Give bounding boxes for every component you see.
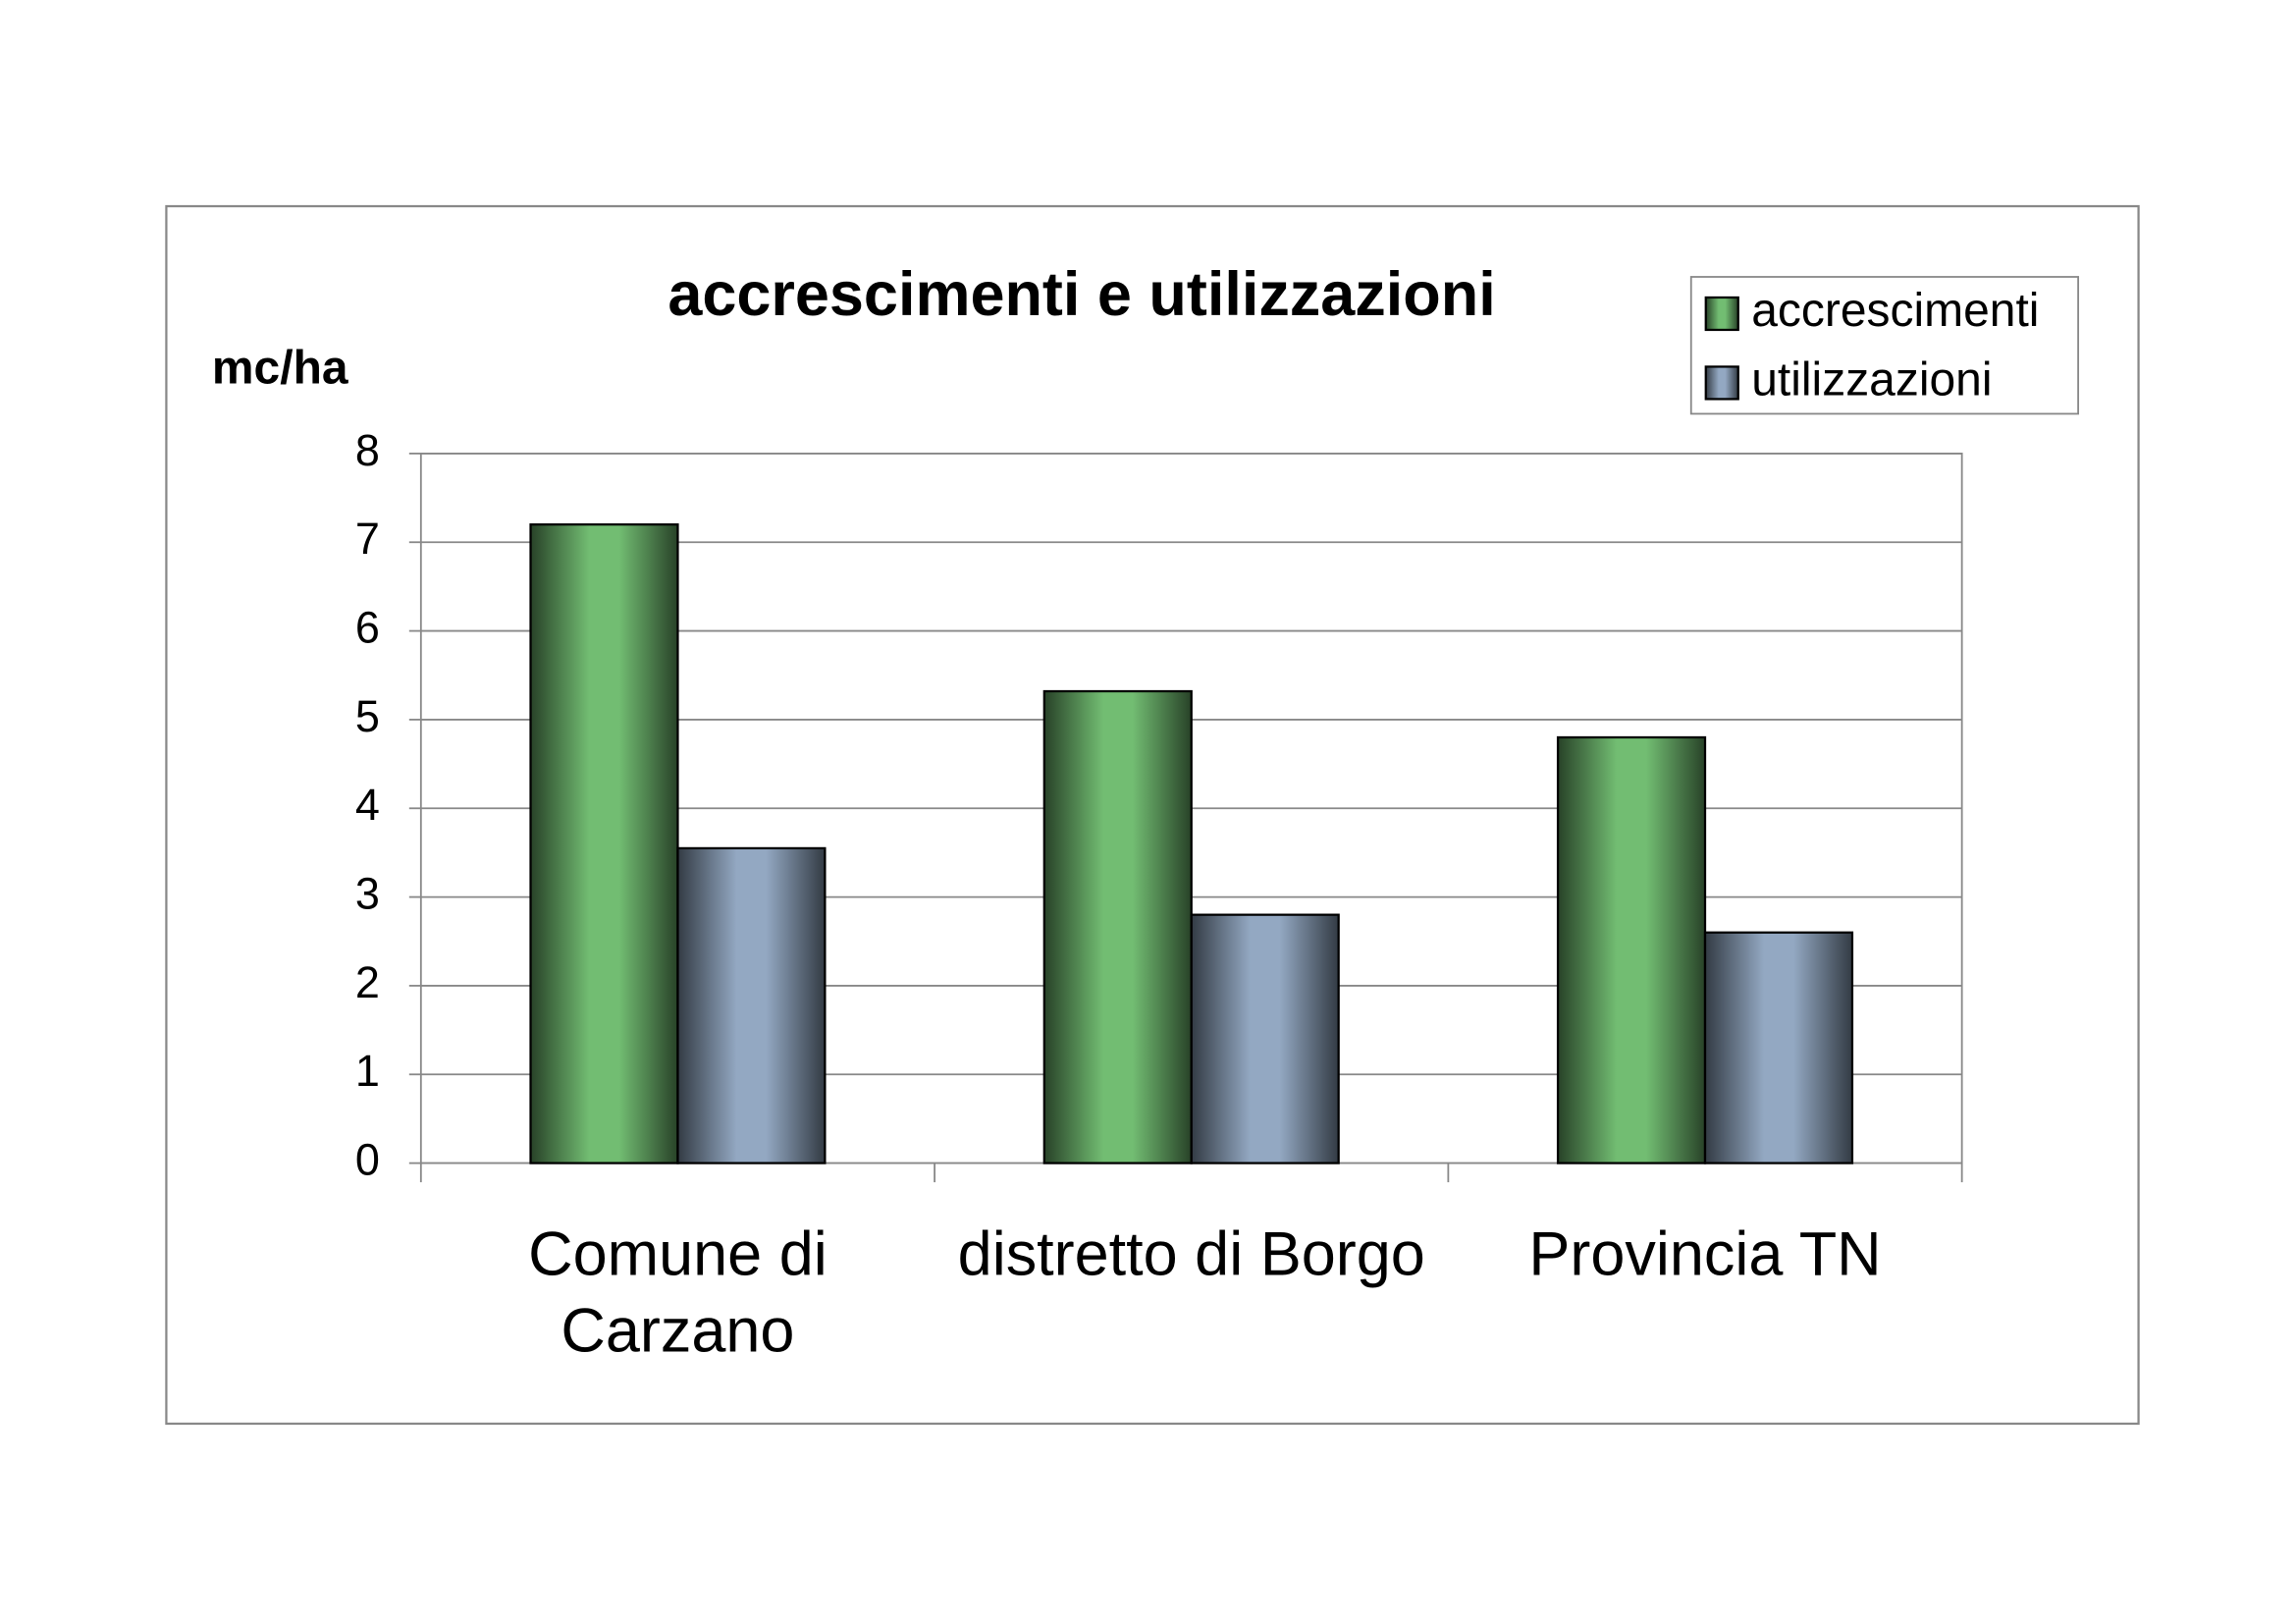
bar xyxy=(529,523,679,1164)
x-tick-label-box: Comune di Carzano xyxy=(528,1218,828,1366)
y-tick-label: 7 xyxy=(355,514,380,564)
y-tick-label: 4 xyxy=(355,780,380,830)
legend-swatch xyxy=(1704,296,1739,332)
chart-title: accrescimenti e utilizzazioni xyxy=(667,260,1495,329)
y-axis-label: mc/ha xyxy=(212,343,348,395)
x-tick-label: distretto di Borgo xyxy=(957,1218,1425,1289)
bar xyxy=(1190,913,1340,1164)
bar xyxy=(1556,735,1707,1164)
legend-label: utilizzazioni xyxy=(1751,354,1992,406)
bar xyxy=(1042,689,1193,1164)
legend-label: accrescimenti xyxy=(1751,285,2039,337)
x-tick-label-box: Provincia TN xyxy=(1528,1218,1882,1289)
x-tick-label: Comune di Carzano xyxy=(528,1218,828,1366)
y-tick-label: 5 xyxy=(355,691,380,741)
x-tick-label: Provincia TN xyxy=(1528,1218,1882,1289)
y-tick-label: 6 xyxy=(355,602,380,652)
y-tick-label: 0 xyxy=(355,1134,380,1184)
x-tick-label-box: distretto di Borgo xyxy=(957,1218,1425,1289)
y-tick-label: 8 xyxy=(355,425,380,475)
y-tick-label: 2 xyxy=(355,957,380,1007)
legend-box xyxy=(1689,276,2079,415)
bar xyxy=(676,846,827,1164)
bar xyxy=(1703,931,1854,1164)
y-tick-label: 1 xyxy=(355,1046,380,1096)
y-tick-label: 3 xyxy=(355,868,380,918)
legend-swatch xyxy=(1704,365,1739,401)
